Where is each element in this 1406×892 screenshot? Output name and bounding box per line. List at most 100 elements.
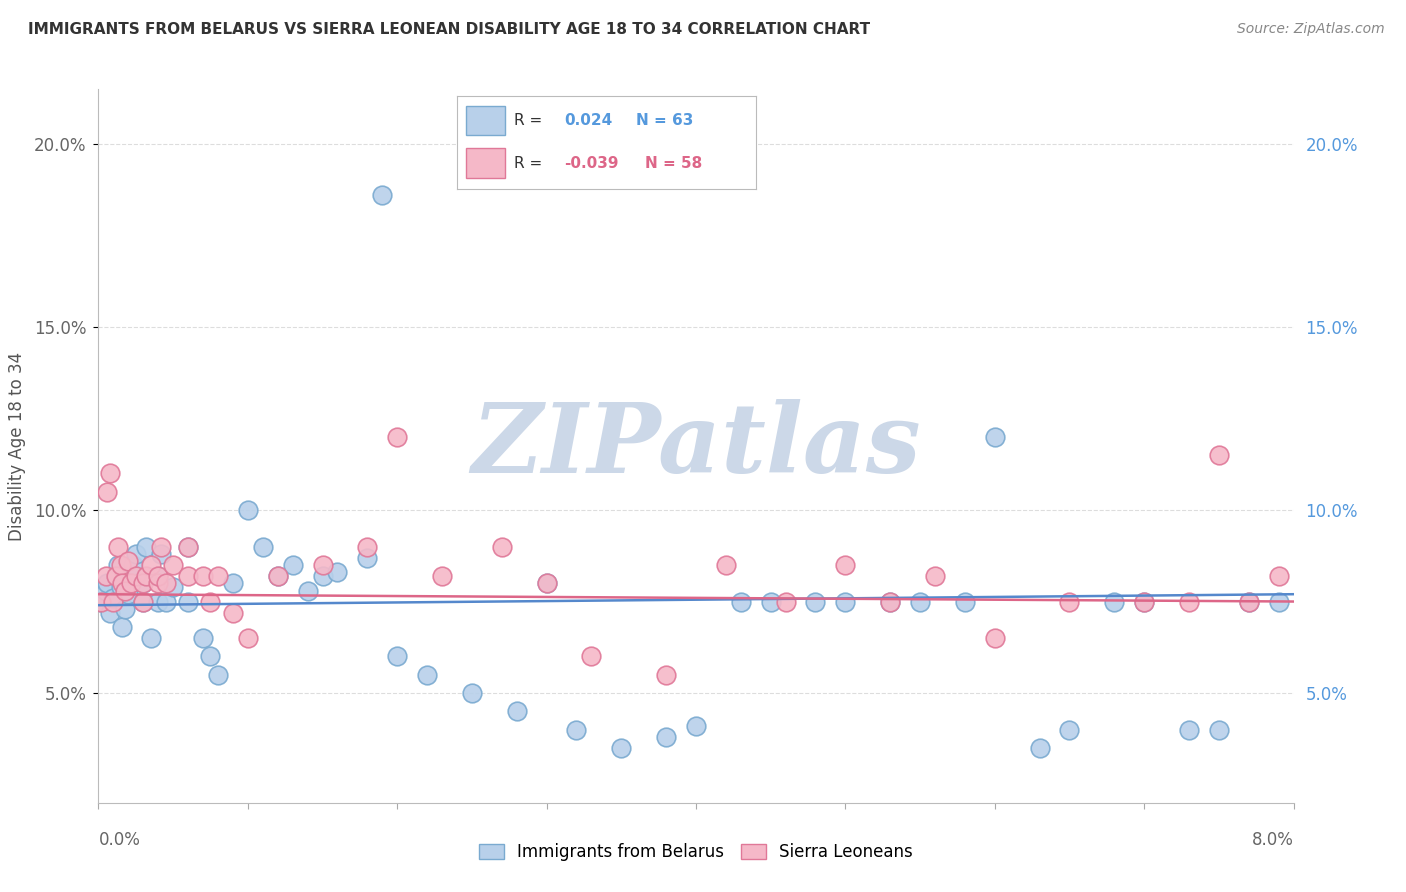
Point	[385, 430, 409, 444]
Point	[120, 576, 142, 591]
Point	[714, 558, 737, 572]
Point	[1208, 448, 1230, 462]
Point	[775, 594, 797, 608]
Point	[1133, 594, 1156, 608]
Point	[103, 594, 125, 608]
Point	[222, 606, 245, 620]
Y-axis label: Disability Age 18 to 34: Disability Age 18 to 34	[8, 351, 25, 541]
Point	[177, 569, 200, 583]
Text: 8.0%: 8.0%	[1251, 831, 1294, 849]
Point	[96, 576, 118, 591]
Text: Source: ZipAtlas.com: Source: ZipAtlas.com	[1237, 22, 1385, 37]
Point	[150, 547, 173, 561]
Point	[1059, 723, 1081, 737]
Point	[461, 686, 484, 700]
Point	[132, 576, 155, 591]
Point	[114, 602, 136, 616]
Point	[297, 583, 319, 598]
Point	[804, 594, 827, 608]
Point	[1298, 594, 1320, 608]
Point	[1237, 594, 1260, 608]
Point	[1208, 723, 1230, 737]
Point	[834, 558, 856, 572]
Point	[117, 554, 139, 568]
Point	[111, 620, 134, 634]
Point	[311, 558, 333, 572]
Point	[252, 540, 274, 554]
Point	[236, 631, 259, 645]
Point	[90, 594, 112, 608]
Point	[162, 558, 184, 572]
Point	[1267, 569, 1289, 583]
Point	[110, 580, 132, 594]
Point	[1327, 594, 1350, 608]
Point	[1386, 594, 1406, 608]
Point	[879, 594, 901, 608]
Point	[148, 569, 170, 583]
Point	[1028, 740, 1050, 755]
Point	[1178, 723, 1201, 737]
Point	[536, 576, 558, 591]
Point	[107, 540, 129, 554]
Point	[139, 631, 162, 645]
Point	[200, 649, 222, 664]
Point	[132, 576, 155, 591]
Point	[105, 569, 128, 583]
Point	[655, 667, 678, 681]
Point	[207, 667, 229, 681]
Point	[536, 576, 558, 591]
Point	[385, 649, 409, 664]
Point	[121, 558, 143, 572]
Point	[114, 583, 136, 598]
Point	[685, 719, 707, 733]
Point	[1133, 594, 1156, 608]
Point	[506, 704, 529, 718]
Point	[107, 558, 129, 572]
Point	[120, 569, 142, 583]
Point	[267, 569, 290, 583]
Point	[1267, 594, 1289, 608]
Point	[150, 540, 173, 554]
Legend: Immigrants from Belarus, Sierra Leoneans: Immigrants from Belarus, Sierra Leoneans	[474, 838, 918, 866]
Point	[222, 576, 245, 591]
Point	[1059, 594, 1081, 608]
Point	[96, 484, 118, 499]
Point	[139, 558, 162, 572]
Point	[125, 569, 148, 583]
Point	[491, 540, 513, 554]
Point	[98, 606, 122, 620]
Point	[1178, 594, 1201, 608]
Point	[983, 430, 1005, 444]
Point	[879, 594, 901, 608]
Point	[177, 594, 200, 608]
Point	[834, 594, 856, 608]
Point	[155, 594, 177, 608]
Point	[281, 558, 304, 572]
Point	[177, 540, 200, 554]
Point	[759, 594, 782, 608]
Point	[155, 576, 177, 591]
Point	[103, 591, 125, 605]
Point	[94, 583, 117, 598]
Point	[1102, 594, 1125, 608]
Point	[132, 594, 155, 608]
Point	[148, 576, 170, 591]
Point	[581, 649, 603, 664]
Point	[356, 540, 378, 554]
Point	[148, 594, 170, 608]
Point	[94, 569, 117, 583]
Point	[200, 594, 222, 608]
Point	[326, 566, 349, 580]
Text: ZIPatlas: ZIPatlas	[471, 399, 921, 493]
Point	[207, 569, 229, 583]
Point	[162, 580, 184, 594]
Point	[1237, 594, 1260, 608]
Point	[177, 540, 200, 554]
Point	[430, 569, 453, 583]
Point	[610, 740, 633, 755]
Point	[90, 594, 112, 608]
Point	[311, 569, 333, 583]
Point	[191, 631, 214, 645]
Point	[908, 594, 931, 608]
Point	[1357, 594, 1379, 608]
